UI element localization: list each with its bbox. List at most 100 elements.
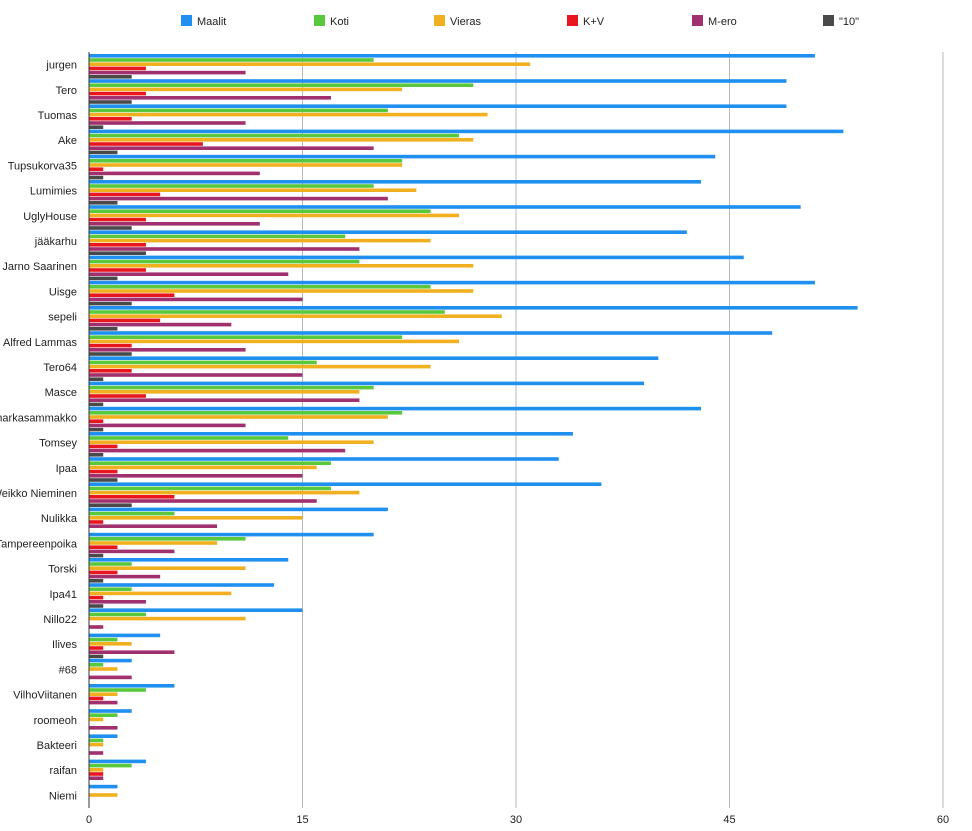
bars: [89, 54, 858, 797]
bar: [89, 667, 118, 671]
bar: [89, 159, 403, 163]
category-label: Tero: [56, 85, 77, 97]
bar: [89, 738, 104, 743]
bar: [89, 633, 161, 638]
bar: [89, 768, 104, 772]
category-label: Ipa41: [49, 589, 77, 601]
category-label: Nulikka: [41, 513, 78, 525]
bar: [89, 516, 303, 520]
x-axis-ticks: 0 15 30 45 60: [86, 814, 949, 826]
bar: [89, 562, 132, 566]
bar: [89, 377, 104, 381]
bar: [89, 495, 175, 499]
category-label: Weikko Nieminen: [0, 488, 77, 500]
bar: [89, 259, 360, 264]
bar: [89, 213, 460, 218]
bar: [89, 394, 146, 398]
bar: [89, 373, 303, 377]
category-label: Torski: [48, 564, 77, 576]
category-label: raifan: [49, 765, 77, 777]
category-label: jurgen: [45, 60, 77, 72]
bar: [89, 348, 246, 352]
bar: [89, 423, 246, 428]
bar: [89, 696, 104, 701]
bar: [89, 436, 289, 440]
category-label: #68: [59, 664, 77, 676]
bar: [89, 133, 460, 138]
bar: [89, 272, 289, 276]
bar: [89, 280, 815, 285]
bar: [89, 201, 118, 205]
category-label: Alfred Lammas: [3, 337, 77, 349]
bar: [89, 549, 175, 554]
bar: [89, 406, 702, 411]
bar: [89, 772, 104, 776]
bar: [89, 356, 659, 360]
category-label: Masce: [45, 387, 77, 399]
bar: [89, 188, 417, 192]
bar: [89, 129, 844, 134]
bar: [89, 688, 146, 692]
bar: [89, 784, 118, 789]
category-label: Niemi: [49, 790, 77, 802]
bar: [89, 369, 132, 373]
bar: [89, 726, 118, 730]
bar: [89, 658, 132, 663]
bar: [89, 600, 146, 604]
bar: [89, 238, 431, 243]
bar: [89, 398, 360, 402]
category-label: Tero64: [43, 362, 77, 374]
bar: [89, 175, 104, 180]
bar: [89, 608, 303, 612]
category-label: Uisge: [49, 286, 77, 298]
bar: [89, 217, 146, 222]
category-label: harkasammakko: [0, 412, 77, 424]
bar: [89, 121, 246, 125]
bar: [89, 297, 303, 302]
bar: [89, 310, 445, 314]
legend-label: "10": [839, 16, 859, 28]
category-label: Lumimies: [30, 186, 78, 198]
bar: [89, 511, 175, 516]
bar: [89, 566, 246, 570]
bar: [89, 402, 104, 407]
bar: [89, 482, 602, 486]
bar: [89, 478, 118, 482]
bar: [89, 222, 260, 226]
bar: [89, 301, 132, 306]
x-tick-label: 45: [723, 814, 735, 826]
bar: [89, 654, 104, 659]
legend-label: M-ero: [708, 16, 737, 28]
bar: [89, 327, 118, 331]
bar: [89, 604, 104, 608]
bar: [89, 243, 146, 247]
legend-label: Koti: [330, 16, 349, 28]
bar: [89, 293, 175, 297]
legend-label: Vieras: [450, 16, 481, 28]
bar: [89, 117, 132, 121]
bar: [89, 570, 118, 575]
bar: [89, 205, 801, 209]
bar: [89, 196, 388, 201]
bar: [89, 385, 374, 390]
bar: [89, 289, 474, 293]
bar: [89, 58, 374, 62]
bar: [89, 637, 118, 642]
bar: [89, 541, 218, 545]
bar: [89, 650, 175, 654]
legend-label: Maalit: [197, 16, 226, 28]
bar: [89, 125, 104, 129]
category-label: Jarno Saarinen: [2, 261, 77, 273]
bar: [89, 432, 573, 436]
category-label: Tampereenpoika: [0, 538, 78, 550]
bar: [89, 331, 773, 335]
bar: [89, 591, 232, 596]
bar: [89, 96, 331, 100]
bar: [89, 75, 132, 79]
bar: [89, 209, 431, 213]
bar: [89, 751, 104, 755]
legend-label: K+V: [583, 16, 605, 28]
x-tick-label: 60: [937, 814, 949, 826]
bar: [89, 713, 118, 717]
bar: [89, 171, 260, 176]
